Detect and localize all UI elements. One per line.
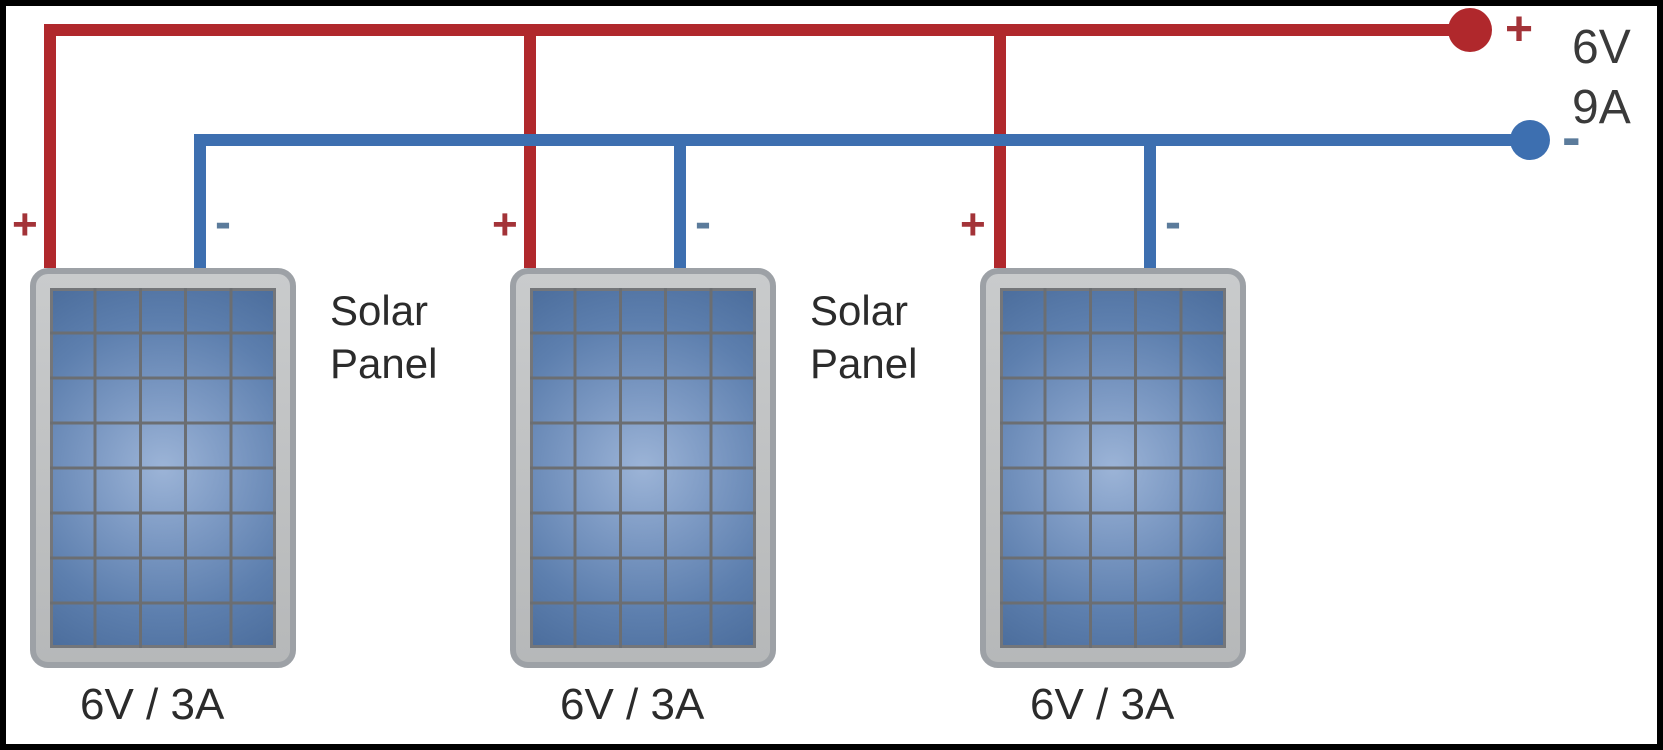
output-current: 9A <box>1572 80 1631 135</box>
solar-panel-1 <box>30 268 296 668</box>
panel-label-1: Solar Panel <box>330 285 437 390</box>
panel2-minus-sign: - <box>695 195 711 250</box>
panel3-minus-sign: - <box>1165 195 1181 250</box>
panel2-rating: 6V / 3A <box>560 680 704 730</box>
solar-panel-2 <box>510 268 776 668</box>
panel-label-2: Solar Panel <box>810 285 917 390</box>
panel3-rating: 6V / 3A <box>1030 680 1174 730</box>
solar-parallel-diagram: + - + - + - Solar Panel Solar Panel 6V /… <box>0 0 1663 750</box>
panel1-minus-sign: - <box>215 195 231 250</box>
panel1-plus-sign: + <box>12 200 38 250</box>
output-voltage: 6V <box>1572 20 1631 75</box>
panel2-plus-sign: + <box>492 200 518 250</box>
solar-panel-3 <box>980 268 1246 668</box>
panel3-plus-sign: + <box>960 200 986 250</box>
output-plus-sign: + <box>1505 2 1533 57</box>
panel1-rating: 6V / 3A <box>80 680 224 730</box>
